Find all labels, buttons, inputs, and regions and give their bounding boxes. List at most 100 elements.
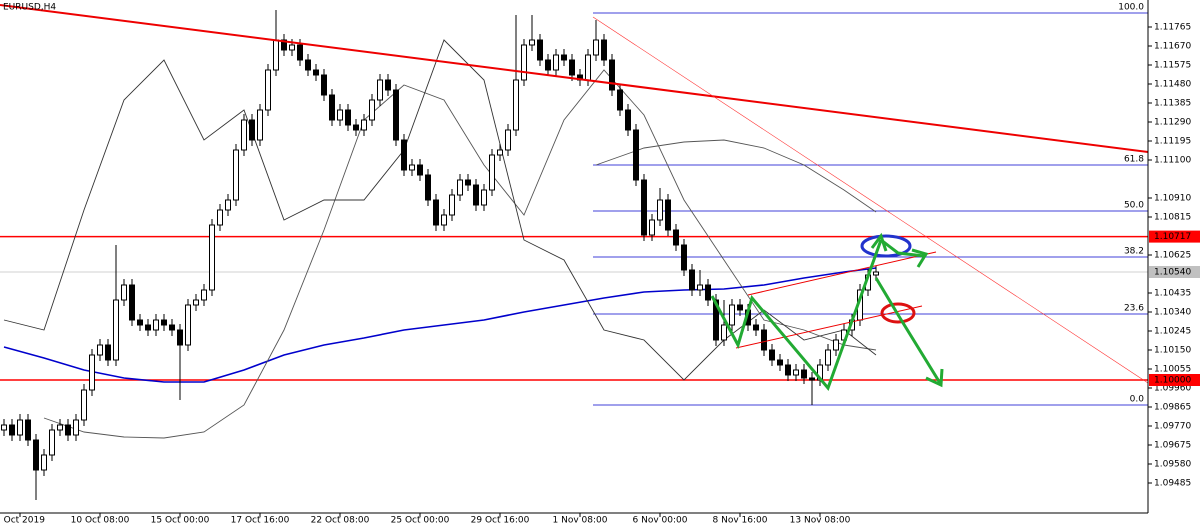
level-label: 1.10717 — [1154, 232, 1191, 242]
candle-body — [673, 229, 679, 246]
axes: 1.11765 1.11670 1.11575 1.11480 1.11385 1.112… — [0, 23, 1200, 526]
indicator-line — [3, 267, 877, 383]
candle-body — [1, 424, 7, 431]
candle-body — [641, 179, 647, 236]
candle-body — [713, 299, 719, 341]
candle-body — [793, 369, 799, 376]
candle-body — [433, 199, 439, 226]
candle-body — [809, 377, 815, 381]
candle-body — [457, 179, 463, 196]
x-tick-label: 25 Oct 00:00 — [391, 516, 450, 526]
y-tick-label: 1.09770 — [1154, 422, 1191, 432]
candle-body — [209, 224, 215, 291]
candle-body — [449, 194, 455, 216]
candle-body — [505, 129, 511, 151]
y-tick-label: 1.09675 — [1154, 441, 1191, 451]
candle-body — [569, 59, 575, 76]
candle-body — [737, 304, 743, 311]
candle-body — [65, 424, 71, 436]
candle-body — [649, 219, 655, 236]
arrow-head — [870, 232, 888, 252]
fib-label: 23.6 — [1124, 304, 1144, 314]
candle-body — [49, 429, 55, 456]
candle-body — [625, 109, 631, 131]
candle-body — [305, 59, 311, 71]
highlight-ellipse — [860, 234, 912, 258]
candle-body — [697, 284, 703, 291]
current-price-label: 1.10540 — [1154, 268, 1191, 278]
candle-body — [201, 289, 207, 301]
candle-body — [561, 54, 567, 61]
candle-body — [57, 424, 63, 431]
fib-label: 38.2 — [1124, 247, 1144, 257]
y-tick-label: 1.09960 — [1154, 384, 1191, 394]
x-tick-label: 8 Nov 16:00 — [713, 516, 768, 526]
candle-body — [609, 59, 615, 91]
candle-body — [89, 354, 95, 391]
candle-body — [33, 439, 39, 471]
candle-body — [273, 39, 279, 71]
price-label-box — [1149, 266, 1200, 278]
candle-body — [385, 79, 391, 91]
candle-body — [537, 39, 543, 61]
projection-arrow — [874, 277, 942, 384]
y-tick-label: 1.10055 — [1154, 365, 1191, 375]
x-tick-label: 17 Oct 16:00 — [231, 516, 290, 526]
y-tick-label: 1.09580 — [1154, 460, 1191, 470]
candle-body — [153, 319, 159, 331]
candle-body — [553, 54, 559, 71]
candle-body — [497, 149, 503, 156]
indicator-line — [43, 69, 877, 439]
candle-body — [281, 39, 287, 51]
y-tick-label: 1.10625 — [1154, 251, 1191, 261]
candle-body — [169, 324, 175, 331]
candle-body — [337, 109, 343, 121]
x-tick-label: 29 Oct 16:00 — [471, 516, 530, 526]
candle-body — [257, 109, 263, 141]
x-tick-label: 13 Nov 08:00 — [790, 516, 851, 526]
candle-body — [41, 454, 47, 471]
x-tick-label: 10 Oct 08:00 — [71, 516, 130, 526]
candle-body — [489, 154, 495, 191]
candle-body — [129, 284, 135, 321]
y-tick-label: 1.11480 — [1154, 80, 1191, 90]
x-tick-label: 15 Oct 00:00 — [151, 516, 210, 526]
candle-body — [313, 69, 319, 76]
candle-body — [233, 149, 239, 201]
x-tick-label: 6 Nov 00:00 — [633, 516, 688, 526]
candle-body — [657, 199, 663, 221]
candle-body — [225, 199, 231, 211]
candle-body — [705, 284, 711, 301]
candle-body — [241, 119, 247, 151]
candle-body — [825, 349, 831, 366]
y-tick-label: 1.09865 — [1154, 403, 1191, 413]
candle-body — [105, 344, 111, 361]
candle-body — [161, 319, 167, 326]
fib-label: 0.0 — [1130, 395, 1145, 405]
fib-label: 61.8 — [1124, 155, 1144, 165]
candle-body — [289, 44, 295, 51]
indicator-line — [3, 39, 877, 381]
highlight-ellipse — [880, 302, 916, 324]
channel-line — [735, 305, 923, 349]
arrow-head — [925, 368, 944, 388]
candle-body — [753, 324, 759, 331]
projection-arrow — [710, 239, 883, 391]
candle-body — [97, 344, 103, 356]
candle-body — [473, 184, 479, 206]
candle-body — [721, 324, 727, 341]
candle-body — [321, 74, 327, 96]
y-tick-label: 1.10340 — [1154, 308, 1191, 318]
candle-body — [113, 299, 119, 361]
candle-body — [689, 269, 695, 291]
candle-body — [401, 139, 407, 171]
fib-label: 100.0 — [1118, 3, 1144, 13]
candle-body — [465, 179, 471, 186]
candle-body — [121, 284, 127, 301]
candle-body — [601, 39, 607, 61]
candle-body — [265, 69, 271, 111]
candle-body — [529, 39, 535, 46]
level-label-box — [1149, 374, 1200, 386]
